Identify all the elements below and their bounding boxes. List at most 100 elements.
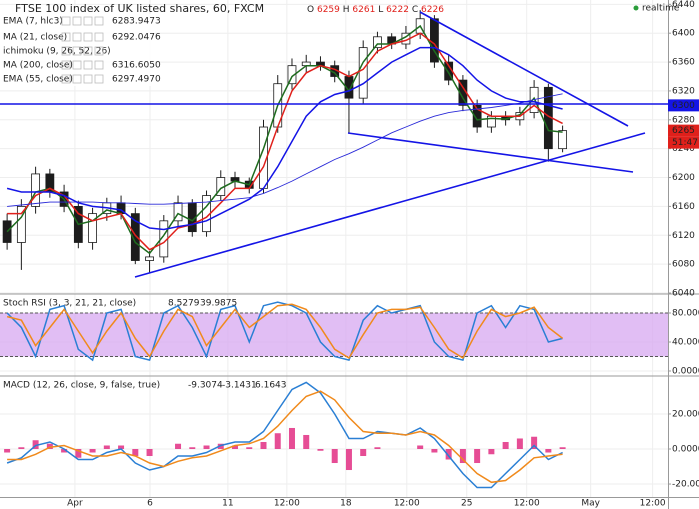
price-tag xyxy=(668,99,699,112)
legend-value: -9.3074 xyxy=(188,381,223,391)
price-tag xyxy=(668,124,699,137)
pane-divider xyxy=(0,293,699,295)
y-tick-label: 6240 xyxy=(672,144,695,154)
histogram-bar xyxy=(488,449,495,455)
y-tick-label: 6360 xyxy=(672,58,695,68)
legend-value: 6292.0476 xyxy=(112,33,161,43)
histogram-bar xyxy=(132,449,139,457)
y-tick-label: 6160 xyxy=(672,202,695,212)
legend-icon xyxy=(72,60,82,70)
indicator-line xyxy=(6,24,563,255)
candle-body xyxy=(472,104,482,128)
histogram-bar xyxy=(303,434,310,449)
legend-icon xyxy=(94,32,104,42)
x-tick-label: 12:00 xyxy=(394,499,420,509)
indicator-line xyxy=(6,303,564,360)
histogram-bar xyxy=(203,445,210,449)
histogram-bar xyxy=(474,449,481,464)
ohlc-label: H xyxy=(343,5,350,15)
candle-body xyxy=(558,130,568,150)
legend-icon xyxy=(72,32,82,42)
ohlc-value: 6261 xyxy=(352,5,375,15)
legend-entry: EMA (55, close) xyxy=(3,75,73,85)
status-dot xyxy=(633,5,639,11)
histogram-bar xyxy=(317,449,324,451)
x-tick-label: 12:00 xyxy=(274,499,300,509)
histogram-bar xyxy=(75,449,82,458)
y-tick-label: -20.0000 xyxy=(672,480,699,490)
y-tick-label: 6320 xyxy=(672,86,695,96)
histogram-bar xyxy=(559,447,566,449)
price-tag-label: 6300 xyxy=(672,101,695,111)
trend-line[interactable] xyxy=(134,132,646,278)
legend-icon xyxy=(83,46,93,56)
indicator-line xyxy=(6,301,563,362)
ohlc-label: C xyxy=(412,5,418,15)
legend-icon xyxy=(94,60,104,70)
histogram-bar xyxy=(61,449,68,453)
ohlc-value: 6226 xyxy=(421,5,444,15)
ohlc-label: O xyxy=(307,5,314,15)
candle-body xyxy=(88,213,97,243)
ohlc-value: 6222 xyxy=(386,5,409,15)
histogram-bar xyxy=(118,445,125,449)
trend-line[interactable] xyxy=(419,11,629,127)
y-tick-label: 80.0000 xyxy=(672,308,699,318)
legend-icon xyxy=(72,74,82,84)
legend-icon xyxy=(61,16,71,26)
legend-icon xyxy=(94,46,104,56)
trend-line[interactable] xyxy=(347,132,634,173)
histogram-bar xyxy=(103,445,110,449)
candle-body xyxy=(173,202,183,222)
histogram-bar xyxy=(459,449,466,464)
x-tick-label: 6 xyxy=(147,499,153,509)
histogram-bar xyxy=(274,433,281,449)
histogram-bar xyxy=(516,438,523,449)
candle-body xyxy=(373,36,382,49)
indicator-line xyxy=(7,32,563,251)
legend-icon xyxy=(83,32,93,42)
legend-value: 6297.4970 xyxy=(112,75,161,85)
y-tick-label: 6040 xyxy=(672,289,695,299)
histogram-bar xyxy=(331,449,338,464)
histogram-bar xyxy=(417,445,424,449)
candle-body xyxy=(358,47,368,99)
countdown-box xyxy=(668,136,699,149)
y-tick-label: 6400 xyxy=(672,29,695,39)
histogram-bar xyxy=(531,436,538,449)
time-axis-border xyxy=(0,497,699,498)
legend-value: 6.1643 xyxy=(255,381,287,391)
ohlc-label: L xyxy=(378,5,383,15)
countdown: 51:47 xyxy=(672,138,698,148)
legend-icon xyxy=(72,46,82,56)
y-tick-label: 6080 xyxy=(672,260,695,270)
histogram-bar xyxy=(4,449,11,453)
chart-title: FTSE 100 index of UK listed shares, 60, … xyxy=(15,2,264,15)
histogram-bar xyxy=(189,447,196,449)
x-tick-label: 12:00 xyxy=(514,499,540,509)
indicator-line xyxy=(6,46,563,231)
legend-value: 39.9875 xyxy=(200,299,237,309)
price-tag-label: 6265 xyxy=(672,126,695,136)
candle-body xyxy=(16,205,26,243)
histogram-bar xyxy=(360,449,367,457)
price-axis-border xyxy=(668,0,669,509)
trend-lines xyxy=(0,11,668,278)
y-tick-label: 0.0000 xyxy=(672,445,699,455)
legend-entry: EMA (7, hlc3) xyxy=(3,17,63,27)
legend-background xyxy=(0,14,155,86)
legend-icon xyxy=(94,16,104,26)
marks xyxy=(2,10,568,489)
x-tick-label: 18 xyxy=(340,499,352,509)
legend-value: -3.1431 xyxy=(222,381,257,391)
candle-body xyxy=(145,256,154,261)
histogram-bar xyxy=(431,449,438,453)
pane-title: Stoch RSI (3, 3, 21, 21, close) xyxy=(3,299,136,309)
y-tick-label: 6280 xyxy=(672,115,695,125)
ohlc: O 6259 H 6261 L 6222 C 6226 xyxy=(307,5,444,15)
legend-icon xyxy=(83,74,93,84)
candle-body xyxy=(130,213,140,261)
histogram-bar xyxy=(232,445,239,449)
